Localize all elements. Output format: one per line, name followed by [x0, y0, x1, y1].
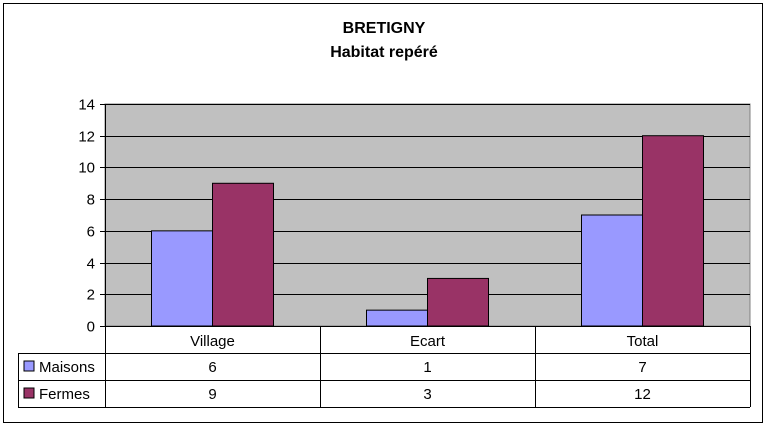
y-tick-label: 4	[87, 256, 95, 273]
data-table-value: 1	[423, 359, 431, 376]
legend-label-fermes: Fermes	[39, 386, 90, 403]
data-table-value: 6	[208, 359, 216, 376]
bar-fermes-ecart	[427, 277, 489, 327]
bar-fermes-village	[212, 182, 274, 327]
category-label: Ecart	[410, 333, 446, 350]
category-label: Total	[627, 333, 659, 350]
y-tick-label: 8	[87, 192, 95, 209]
chart-subtitle: Habitat repéré	[330, 44, 438, 61]
chart-title: BRETIGNY	[342, 20, 426, 37]
y-tick-label: 2	[87, 287, 95, 304]
data-table-value: 12	[634, 386, 651, 403]
bar-maisons-village	[151, 230, 213, 327]
y-tick-label: 12	[78, 129, 95, 146]
legend-label-maisons: Maisons	[39, 359, 95, 376]
category-label: Village	[190, 333, 235, 350]
y-tick-label: 0	[87, 319, 95, 336]
bar-maisons-ecart	[366, 309, 428, 327]
bar-fermes-total	[642, 135, 704, 327]
y-tick-label: 14	[78, 97, 95, 114]
bar-maisons-total	[581, 214, 643, 327]
data-table-value: 7	[638, 359, 646, 376]
data-table-value: 9	[208, 386, 216, 403]
y-tick-label: 10	[78, 160, 95, 177]
legend-swatch-fermes	[23, 387, 35, 399]
legend-swatch-maisons	[23, 360, 35, 372]
data-table-value: 3	[423, 386, 431, 403]
y-tick-label: 6	[87, 224, 95, 241]
